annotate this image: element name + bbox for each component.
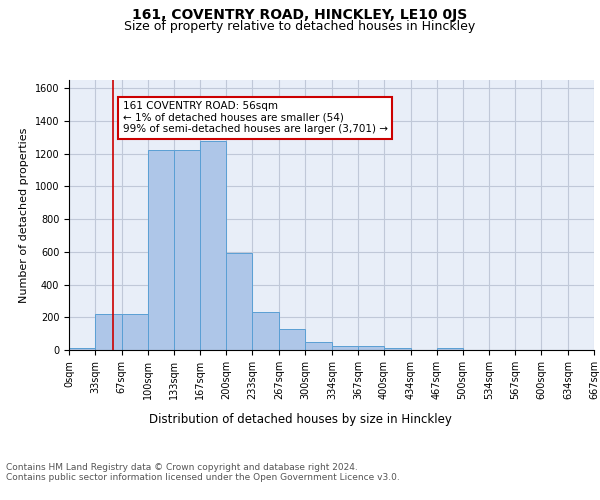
Bar xyxy=(148,150,173,350)
Bar xyxy=(384,348,410,350)
Text: 161 COVENTRY ROAD: 56sqm
← 1% of detached houses are smaller (54)
99% of semi-de: 161 COVENTRY ROAD: 56sqm ← 1% of detache… xyxy=(122,102,388,134)
Text: Distribution of detached houses by size in Hinckley: Distribution of detached houses by size … xyxy=(149,412,451,426)
Bar xyxy=(253,312,279,350)
Text: 161, COVENTRY ROAD, HINCKLEY, LE10 0JS: 161, COVENTRY ROAD, HINCKLEY, LE10 0JS xyxy=(133,8,467,22)
Bar xyxy=(437,348,463,350)
Bar xyxy=(95,314,122,350)
Bar xyxy=(332,346,358,350)
Bar xyxy=(69,348,95,350)
Bar xyxy=(226,252,253,350)
Y-axis label: Number of detached properties: Number of detached properties xyxy=(19,128,29,302)
Bar xyxy=(122,314,148,350)
Bar xyxy=(305,342,332,350)
Text: Size of property relative to detached houses in Hinckley: Size of property relative to detached ho… xyxy=(124,20,476,33)
Bar xyxy=(173,150,200,350)
Text: Contains HM Land Registry data © Crown copyright and database right 2024.
Contai: Contains HM Land Registry data © Crown c… xyxy=(6,462,400,482)
Bar xyxy=(200,140,226,350)
Bar xyxy=(279,328,305,350)
Bar xyxy=(358,346,384,350)
